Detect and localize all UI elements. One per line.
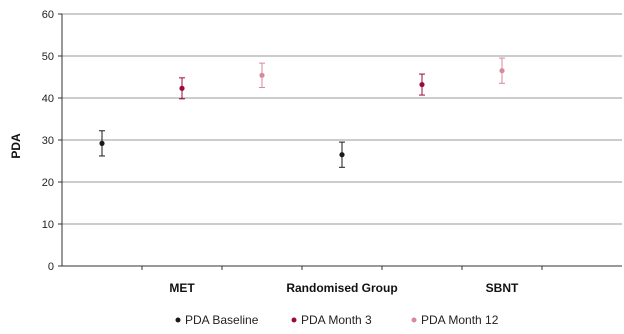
legend-marker bbox=[175, 317, 181, 323]
y-tick-label: 60 bbox=[42, 9, 54, 21]
data-marks bbox=[99, 57, 505, 168]
y-tick-label: 50 bbox=[42, 51, 54, 63]
data-point bbox=[419, 81, 425, 88]
data-point bbox=[179, 85, 185, 91]
y-axis: 0 10 20 30 40 50 60 bbox=[42, 9, 63, 273]
x-axis: MET Randomised Group SBNT bbox=[62, 265, 622, 295]
y-tick-label: 30 bbox=[42, 135, 54, 147]
data-point bbox=[499, 68, 505, 74]
y-tick-label: 20 bbox=[42, 177, 54, 189]
legend-marker bbox=[291, 317, 297, 323]
data-point bbox=[259, 72, 265, 78]
legend-marker bbox=[411, 317, 417, 323]
y-tick-label: 40 bbox=[42, 93, 54, 105]
gridlines bbox=[62, 13, 622, 225]
x-category-label: Randomised Group bbox=[286, 281, 397, 295]
legend-label: PDA Month 3 bbox=[301, 313, 372, 327]
legend-label: PDA Baseline bbox=[185, 313, 259, 327]
data-point bbox=[99, 140, 105, 146]
x-category-label: SBNT bbox=[486, 281, 519, 295]
x-category-label: MET bbox=[169, 281, 195, 295]
legend: PDA Baseline PDA Month 3 PDA Month 12 bbox=[175, 313, 499, 327]
y-axis-title: PDA bbox=[9, 133, 23, 159]
y-tick-label: 0 bbox=[48, 261, 54, 273]
data-point bbox=[339, 152, 345, 158]
y-tick-label: 10 bbox=[42, 219, 54, 231]
legend-label: PDA Month 12 bbox=[421, 313, 499, 327]
